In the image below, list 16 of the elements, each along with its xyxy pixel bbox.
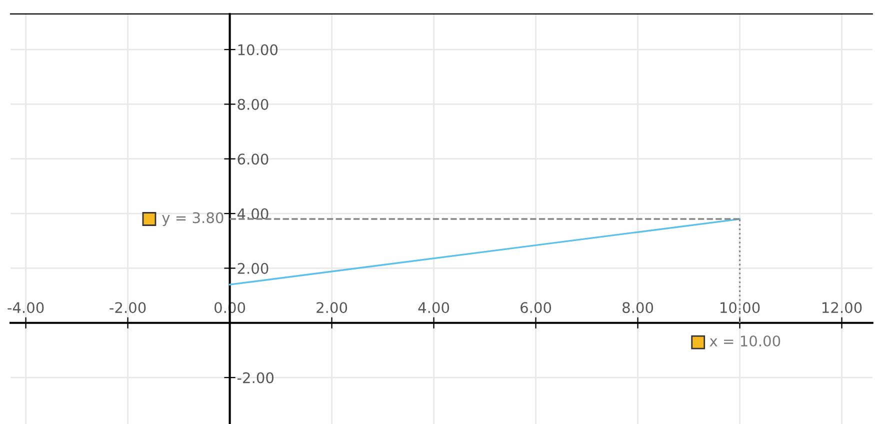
x-tick-label: 12.00 [822, 302, 862, 314]
y-tick-label: 4.00 [237, 208, 268, 220]
annotation: y = 3.80 [162, 212, 224, 226]
x-tick-label: 2.00 [316, 302, 348, 314]
x-tick-label: 10.00 [720, 302, 760, 314]
x-tick-label: 6.00 [520, 302, 552, 314]
x-tick-label: -2.00 [110, 302, 146, 314]
y-tick-label: 8.00 [238, 98, 268, 110]
annotation: x = 10.00 [710, 336, 780, 347]
y-tick-label: -2.00 [237, 372, 274, 384]
y-tick-label: 2.00 [238, 262, 268, 274]
x-tick-label: -4.00 [8, 302, 44, 314]
y-tick-label: 10.00 [238, 44, 278, 56]
y-tick-label: 6.00 [238, 154, 268, 165]
x-tick-label: 4.00 [418, 302, 450, 314]
x-tick-label: 8.00 [622, 302, 654, 314]
